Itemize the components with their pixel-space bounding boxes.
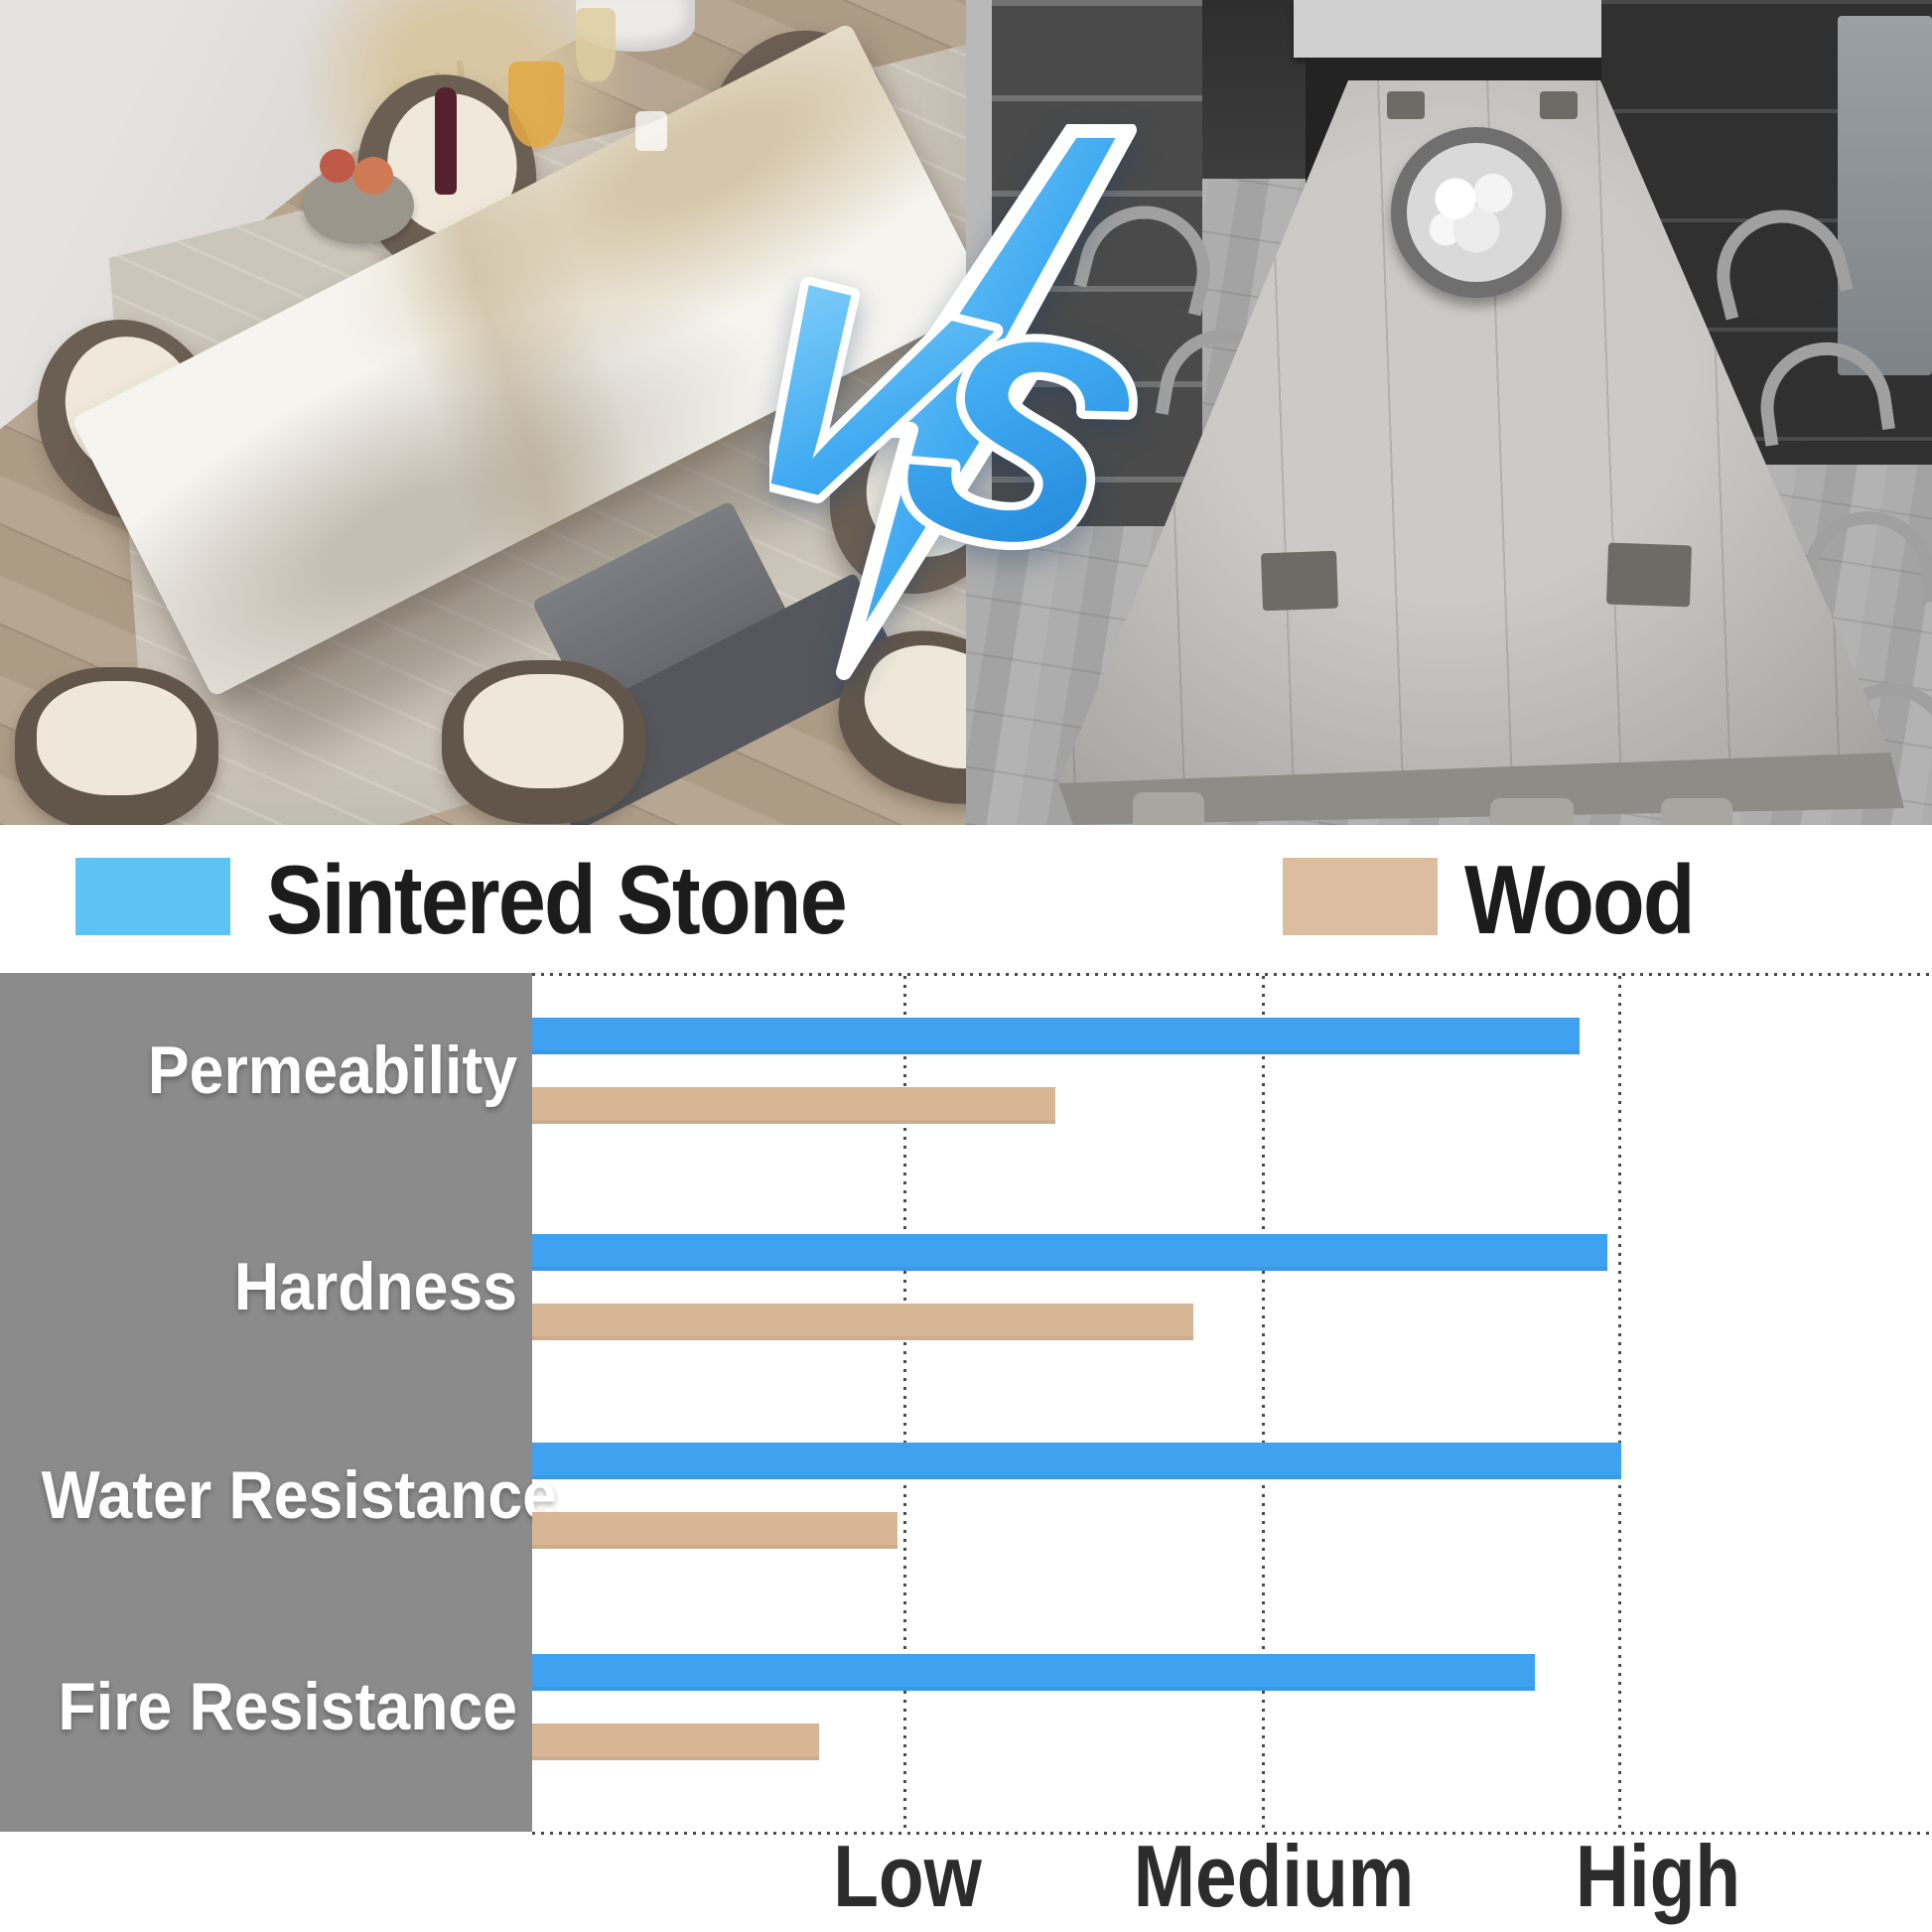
vs-text: VS bbox=[769, 218, 1167, 619]
bar-wood-water-resistance bbox=[532, 1512, 897, 1549]
category-label-fire-resistance: Fire Resistance bbox=[58, 1669, 517, 1744]
legend-label-wood: Wood bbox=[1464, 845, 1696, 954]
glass bbox=[635, 111, 667, 151]
stool-seat bbox=[37, 681, 197, 795]
apple bbox=[353, 157, 393, 195]
bar-wood-fire-resistance bbox=[532, 1724, 820, 1760]
category-label-water-resistance: Water Resistance bbox=[41, 1457, 557, 1533]
wine-bottle bbox=[435, 87, 457, 195]
x-tick-medium: Medium bbox=[1133, 1827, 1414, 1925]
stool-seat bbox=[464, 674, 623, 788]
category-panel bbox=[0, 973, 532, 1832]
bar-wood-hardness bbox=[532, 1304, 1193, 1340]
table-inlay bbox=[1605, 542, 1693, 608]
dining-stool bbox=[15, 667, 218, 825]
x-tick-low: Low bbox=[832, 1827, 982, 1925]
table-leg bbox=[1661, 798, 1732, 825]
bar-wood-permeability bbox=[532, 1087, 1056, 1124]
category-label-hardness: Hardness bbox=[233, 1249, 517, 1324]
table-inlay bbox=[1540, 91, 1578, 119]
table-leg bbox=[1133, 792, 1204, 825]
wood-photo bbox=[966, 0, 1932, 825]
gridline-medium bbox=[1261, 976, 1265, 1832]
bar-sintered-stone-fire-resistance bbox=[532, 1654, 1535, 1691]
table-inlay bbox=[1261, 550, 1338, 612]
dining-stool bbox=[442, 660, 645, 824]
table-inlay bbox=[1387, 91, 1425, 119]
legend-swatch-sintered-stone bbox=[75, 858, 230, 935]
fruit-bowl bbox=[1391, 127, 1562, 298]
table-leg bbox=[1490, 798, 1574, 825]
carafe bbox=[576, 8, 616, 81]
plot-bottom-border bbox=[532, 1832, 1932, 1835]
legend-label-sintered-stone: Sintered Stone bbox=[266, 845, 848, 954]
gridline-low bbox=[902, 976, 906, 1832]
legend-swatch-wood bbox=[1283, 858, 1438, 935]
bar-sintered-stone-hardness bbox=[532, 1234, 1607, 1271]
bar-sintered-stone-water-resistance bbox=[532, 1443, 1621, 1479]
decanter bbox=[508, 62, 564, 147]
gridline-high bbox=[1618, 976, 1622, 1832]
lightning-bolt-icon bbox=[836, 124, 1137, 680]
bar-sintered-stone-permeability bbox=[532, 1018, 1580, 1054]
apple bbox=[320, 149, 355, 183]
dishwasher bbox=[1838, 16, 1932, 375]
vs-badge: VS bbox=[769, 124, 1167, 680]
category-label-permeability: Permeability bbox=[147, 1033, 517, 1108]
x-tick-high: High bbox=[1576, 1827, 1741, 1925]
plot-top-border bbox=[532, 973, 1932, 976]
sintered-stone-photo bbox=[0, 0, 966, 825]
